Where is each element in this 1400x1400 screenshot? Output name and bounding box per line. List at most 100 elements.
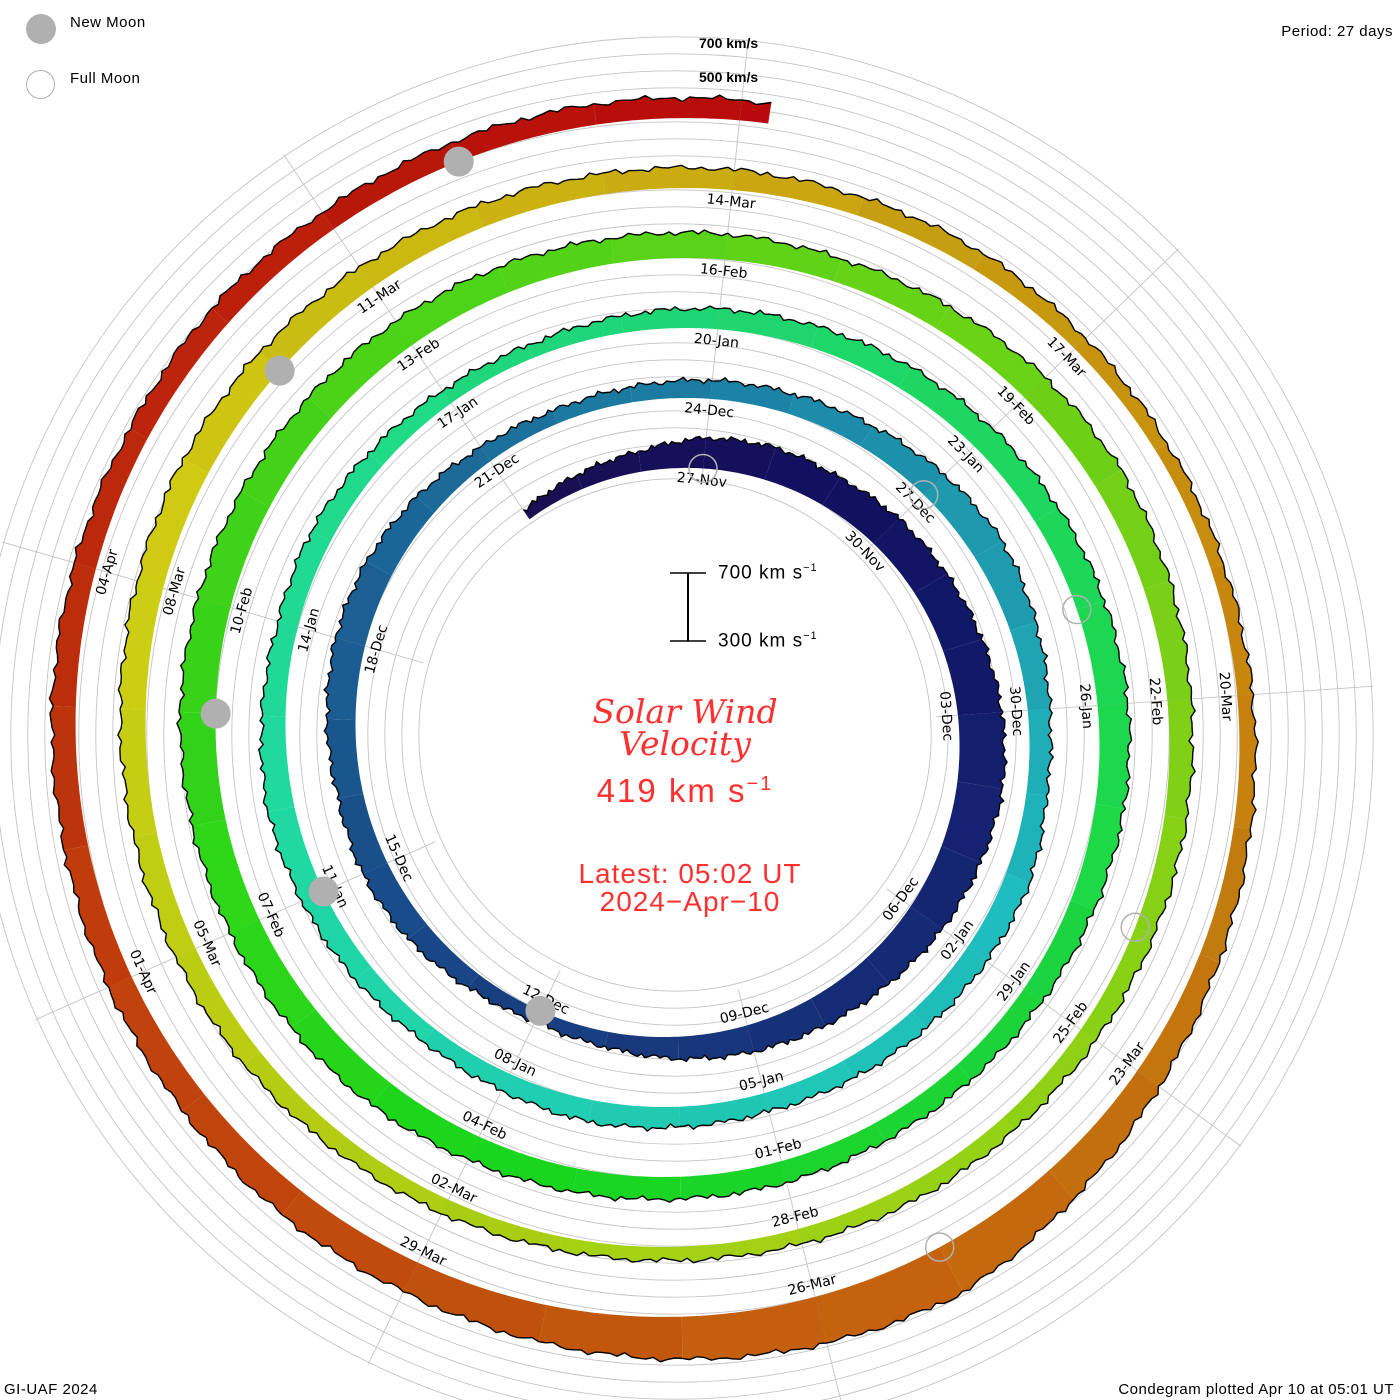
velocity-outline (267, 811, 303, 902)
velocity-outline (1044, 377, 1123, 471)
velocity-outline (281, 1214, 404, 1293)
grid-circle (10, 70, 1340, 1400)
velocity-day-bar (367, 391, 452, 466)
velocity-day-bar (967, 873, 1030, 961)
velocity-outline (1045, 708, 1055, 797)
velocity-outline (367, 390, 444, 453)
velocity-outline (196, 490, 242, 599)
velocity-outline (1184, 698, 1196, 820)
velocity-outline (362, 873, 409, 940)
current-velocity: 419 km s−1 (560, 772, 810, 810)
velocity-day-bar (798, 1185, 916, 1244)
velocity-bars (48, 94, 1259, 1363)
velocity-day-bar (943, 639, 1004, 716)
velocity-day-bar (176, 711, 226, 826)
velocity-outline (1249, 694, 1259, 830)
velocity-day-bar (1143, 580, 1192, 701)
velocity-day-bar (1135, 815, 1187, 935)
velocity-day-bar (480, 410, 558, 462)
velocity-outline (240, 397, 310, 492)
grid-circle (0, 36, 1374, 1400)
velocity-day-bar (137, 458, 209, 589)
velocity-day-bar (811, 957, 889, 1026)
grid-spoke (936, 685, 1374, 718)
scale-bottom-text: 300 km s (718, 630, 804, 652)
velocity-outline (604, 1045, 679, 1062)
velocity-day-bar (1076, 600, 1129, 706)
velocity-day-bar (1137, 954, 1220, 1087)
velocity-outline (679, 1109, 770, 1130)
velocity-day-bar (131, 308, 229, 439)
velocity-day-bar (302, 891, 372, 979)
velocity-outline (1157, 962, 1221, 1087)
velocity-outline (888, 928, 943, 985)
outer-scale-500: 500 km/s (699, 69, 759, 85)
velocity-outline (228, 933, 293, 1028)
velocity-outline (915, 1129, 1015, 1202)
velocity-outline (587, 1119, 680, 1132)
velocity-day-bar (1095, 703, 1132, 809)
velocity-outline (259, 265, 360, 353)
velocity-outline (475, 172, 603, 208)
velocity-day-bar (366, 497, 435, 576)
velocity-outline (734, 167, 864, 199)
date-label: 24-Dec (683, 400, 734, 421)
velocity-outline (1166, 442, 1225, 565)
velocity-day-bar (923, 473, 1003, 558)
grid-circle (27, 87, 1323, 1383)
velocity-outline (768, 1077, 853, 1114)
velocity-outline (468, 986, 536, 1023)
velocity-outline (753, 1025, 826, 1053)
velocity-outline (175, 956, 245, 1065)
velocity-day-bar (732, 168, 864, 216)
velocity-outline (926, 960, 987, 1029)
velocity-outline (311, 451, 369, 532)
velocity-outline (323, 718, 340, 799)
full-moon-icon (924, 1232, 955, 1262)
velocity-day-bar (974, 428, 1058, 522)
velocity-outline (276, 530, 313, 622)
velocity-outline (523, 474, 578, 512)
footer-credit: GI-UAF 2024 (4, 1381, 98, 1398)
velocity-day-bar (355, 966, 435, 1042)
velocity-outline (308, 320, 397, 399)
velocity-day-bar (1164, 698, 1196, 819)
velocity-day-bar (182, 352, 280, 473)
velocity-day-bar (243, 1051, 346, 1149)
grid-circle (146, 206, 1204, 1264)
velocity-outline (416, 446, 482, 498)
velocity-outline (611, 229, 728, 240)
velocity-day-bar (605, 1031, 679, 1061)
velocity-outline (841, 258, 951, 307)
velocity-outline (1042, 909, 1095, 1003)
velocity-day-bar (553, 386, 633, 424)
outer-scale-700: 700 km/s (699, 35, 759, 51)
date-label: 20-Mar (1216, 671, 1235, 722)
velocity-outline (211, 212, 324, 309)
velocity-outline (775, 446, 841, 479)
velocity-outline (1013, 1040, 1097, 1131)
velocity-day-bar (822, 477, 899, 544)
velocity-day-bar (527, 316, 624, 359)
grid-circle (418, 478, 932, 992)
date-label: 27-Nov (676, 470, 728, 491)
velocity-outline (442, 343, 529, 392)
full-moon-icon (1120, 912, 1150, 942)
velocity-day-bar (781, 1122, 885, 1183)
velocity-day-bar (1199, 826, 1252, 963)
velocity-day-bar (1010, 622, 1052, 711)
velocity-outline (991, 427, 1059, 509)
velocity-outline (839, 476, 899, 520)
title-line-2: Velocity (619, 724, 751, 763)
velocity-day-bar (703, 437, 776, 480)
velocity-outline (423, 1041, 502, 1091)
new-moon-icon (26, 14, 56, 44)
velocity-outline (962, 1198, 1075, 1292)
chart-title: Solar Wind Velocity (560, 692, 810, 763)
velocity-day-bar (371, 1082, 480, 1159)
title-line-1: Solar Wind (592, 692, 778, 731)
velocity-day-bar (498, 238, 615, 293)
velocity-day-bar (133, 832, 196, 957)
velocity-outline (1121, 703, 1133, 810)
velocity-day-bar (1024, 900, 1094, 1003)
